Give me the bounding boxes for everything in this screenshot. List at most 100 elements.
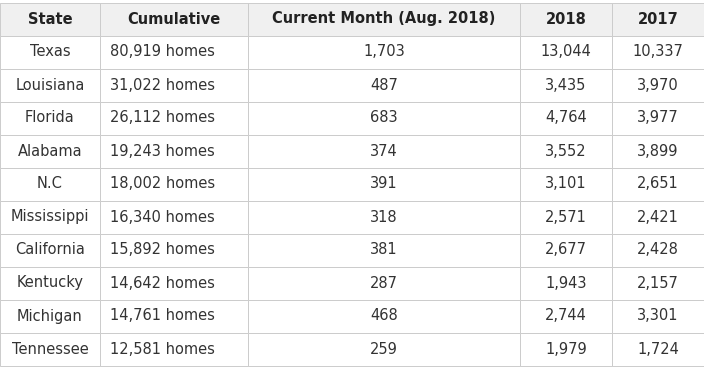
Bar (100, 3, 248, 35)
Text: Current Month (Aug. 2018): Current Month (Aug. 2018) (272, 11, 496, 26)
Text: Florida: Florida (25, 110, 75, 125)
Text: 487: 487 (370, 78, 398, 92)
Text: 318: 318 (370, 209, 398, 224)
Text: 10,337: 10,337 (633, 45, 684, 60)
Text: 18,002 homes: 18,002 homes (110, 177, 215, 191)
Text: 2017: 2017 (638, 11, 679, 26)
Text: 2,744: 2,744 (545, 308, 587, 323)
Bar (0, 333, 100, 365)
Text: N.C: N.C (37, 177, 63, 191)
Text: 3,101: 3,101 (545, 177, 587, 191)
Bar (100, 266, 248, 300)
Text: 16,340 homes: 16,340 homes (110, 209, 215, 224)
Bar (100, 134, 248, 167)
Bar (612, 134, 704, 167)
Bar (100, 333, 248, 365)
Text: 3,899: 3,899 (637, 144, 679, 159)
Bar (520, 266, 612, 300)
Text: 1,979: 1,979 (545, 342, 587, 357)
Text: 468: 468 (370, 308, 398, 323)
Bar (520, 35, 612, 68)
Text: 31,022 homes: 31,022 homes (110, 78, 215, 92)
Bar (612, 102, 704, 134)
Text: 391: 391 (370, 177, 398, 191)
Bar (248, 234, 520, 266)
Bar (248, 68, 520, 102)
Text: Louisiana: Louisiana (15, 78, 84, 92)
Text: State: State (27, 11, 73, 26)
Text: Texas: Texas (30, 45, 70, 60)
Text: California: California (15, 243, 85, 258)
Text: Alabama: Alabama (18, 144, 82, 159)
Bar (0, 201, 100, 234)
Text: Kentucky: Kentucky (16, 276, 84, 290)
Text: Michigan: Michigan (17, 308, 83, 323)
Bar (100, 201, 248, 234)
Bar (612, 167, 704, 201)
Bar (248, 35, 520, 68)
Bar (0, 134, 100, 167)
Bar (248, 266, 520, 300)
Bar (520, 167, 612, 201)
Text: 381: 381 (370, 243, 398, 258)
Bar (0, 300, 100, 333)
Text: 2,571: 2,571 (545, 209, 587, 224)
Text: 80,919 homes: 80,919 homes (110, 45, 215, 60)
Bar (520, 333, 612, 365)
Text: 4,764: 4,764 (545, 110, 587, 125)
Bar (0, 234, 100, 266)
Bar (100, 35, 248, 68)
Bar (520, 3, 612, 35)
Bar (100, 68, 248, 102)
Bar (612, 68, 704, 102)
Text: 2,677: 2,677 (545, 243, 587, 258)
Text: 15,892 homes: 15,892 homes (110, 243, 215, 258)
Bar (100, 167, 248, 201)
Bar (520, 102, 612, 134)
Bar (520, 134, 612, 167)
Text: 13,044: 13,044 (541, 45, 591, 60)
Bar (612, 333, 704, 365)
Bar (248, 201, 520, 234)
Bar (100, 300, 248, 333)
Bar (520, 234, 612, 266)
Text: Mississippi: Mississippi (11, 209, 89, 224)
Bar (248, 3, 520, 35)
Text: 2,428: 2,428 (637, 243, 679, 258)
Text: 2,421: 2,421 (637, 209, 679, 224)
Text: 1,943: 1,943 (546, 276, 586, 290)
Text: 683: 683 (370, 110, 398, 125)
Text: 2018: 2018 (546, 11, 586, 26)
Bar (100, 102, 248, 134)
Bar (0, 68, 100, 102)
Bar (248, 134, 520, 167)
Bar (520, 300, 612, 333)
Text: 287: 287 (370, 276, 398, 290)
Bar (0, 167, 100, 201)
Text: 2,651: 2,651 (637, 177, 679, 191)
Text: 14,761 homes: 14,761 homes (110, 308, 215, 323)
Bar (0, 266, 100, 300)
Text: 374: 374 (370, 144, 398, 159)
Text: 12,581 homes: 12,581 homes (110, 342, 215, 357)
Text: Tennessee: Tennessee (12, 342, 89, 357)
Text: 3,970: 3,970 (637, 78, 679, 92)
Text: Cumulative: Cumulative (127, 11, 220, 26)
Text: 14,642 homes: 14,642 homes (110, 276, 215, 290)
Text: 3,301: 3,301 (637, 308, 679, 323)
Bar (248, 300, 520, 333)
Bar (612, 3, 704, 35)
Bar (612, 234, 704, 266)
Text: 26,112 homes: 26,112 homes (110, 110, 215, 125)
Text: 1,724: 1,724 (637, 342, 679, 357)
Text: 259: 259 (370, 342, 398, 357)
Bar (612, 201, 704, 234)
Text: 19,243 homes: 19,243 homes (110, 144, 215, 159)
Bar (248, 333, 520, 365)
Bar (612, 35, 704, 68)
Text: 3,552: 3,552 (545, 144, 587, 159)
Text: 2,157: 2,157 (637, 276, 679, 290)
Text: 3,977: 3,977 (637, 110, 679, 125)
Text: 1,703: 1,703 (363, 45, 405, 60)
Text: 3,435: 3,435 (546, 78, 586, 92)
